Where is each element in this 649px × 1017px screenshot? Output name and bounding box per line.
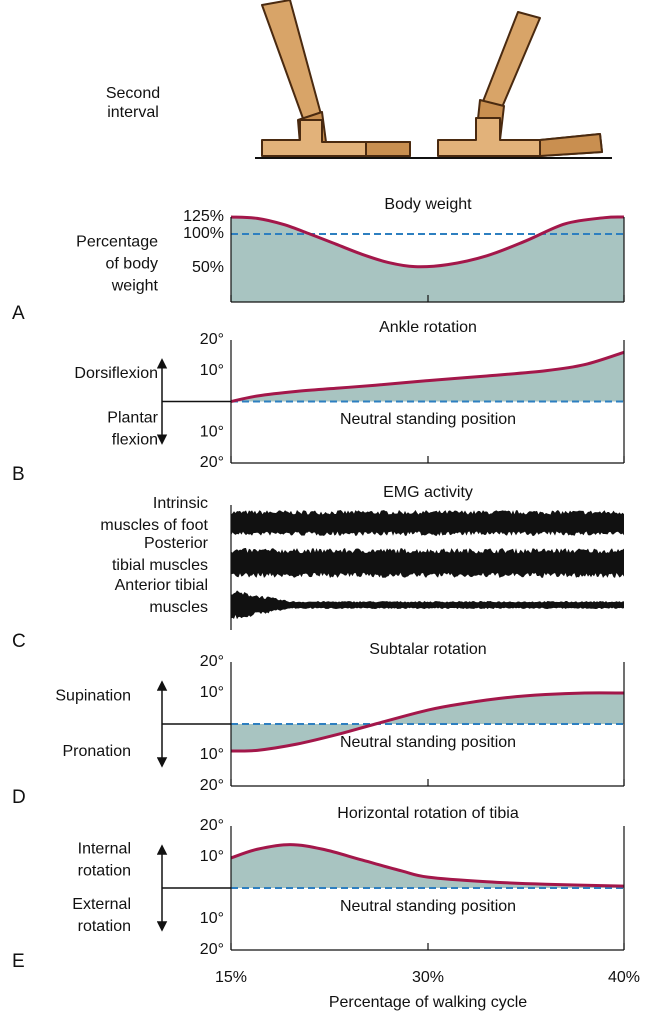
side-label: Pronation (63, 743, 132, 760)
illustration-label: interval (107, 104, 159, 121)
y-tick-label: 10° (200, 423, 224, 440)
panel-letter: E (12, 951, 25, 972)
side-label: Dorsiflexion (74, 365, 158, 382)
y-tick-label: 10° (200, 910, 224, 927)
chart-title: Horizontal rotation of tibia (337, 805, 519, 822)
chart-title: Subtalar rotation (369, 641, 486, 658)
y-tick-label: 20° (200, 454, 224, 471)
area-fill (231, 352, 624, 402)
side-label: Internal (78, 840, 131, 857)
emg-trace (231, 548, 624, 578)
y-tick-label: 20° (200, 941, 224, 958)
annotation: Neutral standing position (340, 411, 516, 428)
x-tick-label: 40% (608, 969, 640, 986)
side-label: Supination (55, 687, 131, 704)
side-label: rotation (78, 918, 131, 935)
trace-label: Intrinsic (153, 495, 208, 512)
x-axis-title: Percentage of walking cycle (329, 994, 527, 1011)
right-toe (539, 133, 603, 157)
y-tick-label: 10° (200, 684, 224, 701)
emg-trace (231, 510, 624, 536)
annotation: Neutral standing position (340, 898, 516, 915)
side-label: rotation (78, 862, 131, 879)
trace-label: muscles of foot (100, 517, 208, 534)
left-toe (365, 141, 411, 157)
side-label: Plantar (107, 409, 158, 426)
y-tick-label: 20° (200, 331, 224, 348)
trace-label: muscles (149, 599, 208, 616)
data-line (230, 843, 625, 888)
y-tick-label: 20° (200, 653, 224, 670)
panel-letter: D (12, 787, 26, 808)
panel-letter: C (12, 631, 26, 652)
side-label: flexion (112, 431, 158, 448)
data-line (230, 350, 625, 403)
y-tick-label: 50% (192, 259, 224, 276)
x-tick-label: 15% (215, 969, 247, 986)
left-leg (261, 0, 323, 125)
area-fill (231, 216, 624, 302)
side-label: weight (111, 278, 159, 295)
chart-title: Body weight (384, 196, 472, 213)
y-tick-label: 125% (183, 208, 224, 225)
trace-label: Posterior (144, 535, 209, 552)
right-leg (481, 11, 541, 113)
trace-label: Anterior tibial (115, 577, 208, 594)
y-tick-label: 20° (200, 817, 224, 834)
panel-letter: A (12, 303, 25, 324)
side-label: Percentage (76, 234, 158, 251)
data-line (230, 691, 625, 753)
x-tick-label: 30% (412, 969, 444, 986)
panel-letter: B (12, 464, 25, 485)
side-label: of body (106, 256, 158, 273)
chart-title: Ankle rotation (379, 319, 477, 336)
trace-label: tibial muscles (112, 557, 208, 574)
y-tick-label: 10° (200, 746, 224, 763)
chart-title: EMG activity (383, 484, 473, 501)
data-line (230, 215, 625, 269)
side-label: External (72, 896, 131, 913)
illustration-label: Second (106, 85, 160, 102)
y-tick-label: 10° (200, 362, 224, 379)
feet-illustration (255, 0, 612, 159)
y-tick-label: 10° (200, 848, 224, 865)
y-tick-label: 100% (183, 225, 224, 242)
annotation: Neutral standing position (340, 734, 516, 751)
area-fill (231, 844, 624, 888)
emg-trace (231, 590, 624, 620)
y-tick-label: 20° (200, 777, 224, 794)
